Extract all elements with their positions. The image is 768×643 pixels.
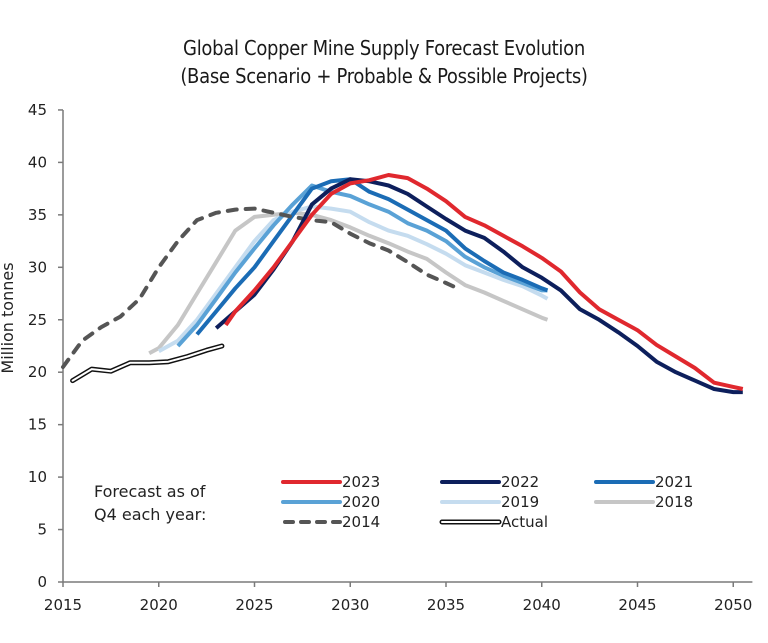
series-2023-line bbox=[224, 173, 744, 391]
legend-label: 2019 bbox=[501, 493, 539, 511]
y-tick-label: 15 bbox=[28, 416, 47, 434]
x-tick-label: 2045 bbox=[618, 596, 656, 614]
y-tick-label: 40 bbox=[28, 153, 47, 171]
x-tick-label: 2025 bbox=[235, 596, 273, 614]
series-2020-line bbox=[176, 183, 548, 348]
x-tick-label: 2035 bbox=[427, 596, 465, 614]
x-tick-label: 2040 bbox=[523, 596, 561, 614]
x-tick-label: 2030 bbox=[331, 596, 369, 614]
y-tick-label: 20 bbox=[28, 363, 47, 381]
legend-item-2019: 2019 bbox=[440, 493, 539, 511]
chart-title-block: Global Copper Mine Supply Forecast Evolu… bbox=[0, 34, 768, 90]
series-2018-line bbox=[148, 210, 549, 356]
legend-item-2018: 2018 bbox=[594, 493, 693, 511]
chart-title: Global Copper Mine Supply Forecast Evolu… bbox=[183, 36, 585, 60]
y-tick-label: 25 bbox=[28, 311, 47, 329]
chart-subtitle: (Base Scenario + Probable & Possible Pro… bbox=[180, 64, 588, 88]
legend-items: 2023 2022 2021 2020 2019 2018 2014 Actual bbox=[281, 473, 693, 531]
legend: Forecast as of Q4 each year: 2023 2022 202… bbox=[94, 473, 693, 531]
y-tick-label: 5 bbox=[37, 521, 47, 539]
legend-label: 2014 bbox=[342, 513, 380, 531]
legend-item-2023: 2023 bbox=[281, 473, 380, 491]
y-ticks: 0 5 10 15 20 25 30 35 40 45 bbox=[28, 101, 63, 591]
legend-label: 2020 bbox=[342, 493, 380, 511]
series-layer bbox=[61, 173, 744, 395]
legend-label: Actual bbox=[501, 513, 548, 531]
legend-item-2022: 2022 bbox=[440, 473, 539, 491]
legend-note-line1: Forecast as of bbox=[94, 482, 206, 501]
series-2019-line bbox=[157, 204, 549, 353]
x-tick-label: 2015 bbox=[44, 596, 82, 614]
y-axis-label: Million tonnes bbox=[0, 262, 17, 373]
y-tick-label: 35 bbox=[28, 206, 47, 224]
x-ticks: 2015 2020 2025 2030 2035 2040 2045 2050 bbox=[44, 582, 752, 614]
y-tick-label: 45 bbox=[28, 101, 47, 119]
y-tick-label: 10 bbox=[28, 468, 47, 486]
series-2022-line bbox=[214, 177, 743, 395]
legend-item-2020: 2020 bbox=[281, 493, 380, 511]
legend-label: 2022 bbox=[501, 473, 539, 491]
series-2014-line bbox=[61, 206, 460, 369]
legend-item-2021: 2021 bbox=[594, 473, 693, 491]
x-tick-label: 2050 bbox=[714, 596, 752, 614]
y-tick-label: 30 bbox=[28, 258, 47, 276]
series-2021-line bbox=[195, 177, 549, 336]
legend-item-actual: Actual bbox=[439, 513, 548, 531]
y-tick-label: 0 bbox=[37, 573, 47, 591]
legend-label: 2023 bbox=[342, 473, 380, 491]
legend-item-2014: 2014 bbox=[283, 513, 380, 531]
legend-label: 2021 bbox=[655, 473, 693, 491]
x-tick-label: 2020 bbox=[140, 596, 178, 614]
legend-note-line2: Q4 each year: bbox=[94, 505, 206, 524]
series-actual-line bbox=[71, 345, 223, 382]
legend-label: 2018 bbox=[655, 493, 693, 511]
